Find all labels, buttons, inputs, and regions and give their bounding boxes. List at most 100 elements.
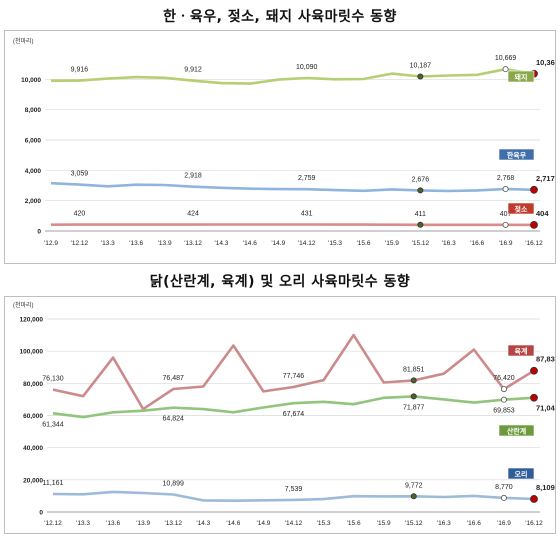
data-label: 10,899 <box>163 480 185 487</box>
data-label: 411 <box>415 211 426 218</box>
data-label: 10,187 <box>410 62 432 69</box>
x-tick-label: '14.6 <box>243 240 257 247</box>
x-tick-label: '16.6 <box>470 240 484 247</box>
data-label: 71,877 <box>403 404 425 411</box>
x-tick-label: '16.9 <box>499 240 513 247</box>
series-tag-label: 오리 <box>515 469 528 478</box>
data-label: 67,674 <box>283 411 305 418</box>
data-point-marker <box>417 187 424 194</box>
data-label: 2,918 <box>184 173 202 180</box>
chart1-svg: (천마리) 0 2,000 4,000 6,000 8,000 10,000 '12.9 '12… <box>13 37 559 247</box>
x-tick-label: '13.3 <box>101 240 115 247</box>
data-point-marker <box>500 494 507 501</box>
x-tick-label: '14.9 <box>256 520 270 527</box>
chart1-title: 한ㆍ육우, 젖소, 돼지 사육마릿수 동향 <box>163 9 397 25</box>
series-tag-label: 한육우 <box>507 150 527 159</box>
data-label: 10,367 <box>536 58 555 67</box>
x-tick-label: '15.6 <box>357 240 371 247</box>
x-tick-label: '13.12 <box>184 240 202 247</box>
series-tag-label: 산란계 <box>507 426 526 435</box>
chart1-frame: (천마리) 0 2,000 4,000 6,000 8,000 10,000 '12.9 '12… <box>4 30 559 264</box>
series-tag-box <box>498 148 535 161</box>
x-tick-label: '13.6 <box>106 520 120 527</box>
data-point-marker <box>530 366 538 375</box>
data-point-marker <box>410 493 417 500</box>
data-point-marker <box>500 386 507 393</box>
x-tick-label: '16.6 <box>467 520 481 527</box>
x-tick-label: '14.9 <box>271 240 285 247</box>
data-label: 2,676 <box>412 176 430 183</box>
x-tick-label: '13.3 <box>76 520 90 527</box>
series-tag-box <box>507 70 535 83</box>
x-tick-label: '13.9 <box>158 240 172 247</box>
data-point-marker <box>417 221 424 228</box>
x-tick-label: '16.3 <box>437 520 451 527</box>
y-unit-label: (천마리) <box>13 37 34 45</box>
data-label: 2,717 <box>536 174 555 183</box>
series-tag-label: 젖소 <box>515 204 528 213</box>
x-tick-label: '14.12 <box>285 520 303 527</box>
series-line-1 <box>50 181 535 193</box>
data-label: 407 <box>500 211 512 218</box>
x-tick-label: '14.3 <box>196 520 210 527</box>
data-point-marker <box>530 220 538 229</box>
chart2-title: 닭(산란계, 육계) 및 오리 사육마릿수 동향 <box>149 274 411 290</box>
data-label: 10,090 <box>296 64 318 71</box>
data-label: 8,109 <box>536 483 555 492</box>
y-unit-label: (천마리) <box>13 301 34 309</box>
x-tick-label: '14.6 <box>226 520 240 527</box>
series-tag-label: 돼지 <box>515 72 528 81</box>
data-point-marker <box>502 66 509 73</box>
y-tick-label: 0 <box>39 510 43 517</box>
x-tick-label: '14.12 <box>298 240 316 247</box>
y-tick-label: 20,000 <box>23 477 43 484</box>
x-tick-label: '15.3 <box>328 240 342 247</box>
series-line-0 <box>50 67 535 85</box>
x-tick-label: '13.6 <box>129 240 143 247</box>
data-label: 77,746 <box>283 373 305 380</box>
x-tick-label: '15.12 <box>412 240 430 247</box>
data-label: 69,853 <box>493 408 515 415</box>
y-tick-label: 10,000 <box>21 77 41 84</box>
y-tick-label: 60,000 <box>23 413 43 420</box>
x-tick-label: '15.6 <box>347 520 361 527</box>
data-label: 431 <box>301 210 313 217</box>
data-point-marker <box>410 393 417 400</box>
data-point-marker <box>530 185 538 194</box>
x-tick-label: '16.12 <box>525 240 543 247</box>
x-tick-label: '16.12 <box>525 520 543 527</box>
chart2-frame: (천마리) 0 20,000 40,000 60,000 80,000 100,000 120… <box>4 296 559 534</box>
data-label: 76,487 <box>163 375 185 382</box>
y-tick-label: 8,000 <box>25 107 42 114</box>
data-label: 9,772 <box>405 482 423 489</box>
y-tick-label: 6,000 <box>25 138 42 145</box>
data-label: 404 <box>536 209 549 218</box>
data-label: 3,059 <box>71 171 89 178</box>
data-label: 61,344 <box>42 421 64 428</box>
data-label: 420 <box>74 211 86 218</box>
data-label: 424 <box>187 211 199 218</box>
y-tick-label: 80,000 <box>23 381 43 388</box>
y-tick-label: 120,000 <box>20 317 44 324</box>
data-label: 71,043 <box>536 404 555 413</box>
y-tick-label: 4,000 <box>25 168 42 175</box>
data-point-marker <box>500 396 507 403</box>
x-tick-label: '12.9 <box>44 240 58 247</box>
x-tick-label: '16.3 <box>442 240 456 247</box>
x-tick-label: '13.9 <box>136 520 150 527</box>
series-tag-box <box>507 344 535 357</box>
series-line-1 <box>52 395 535 419</box>
data-label: 11,161 <box>43 480 64 487</box>
x-tick-label: '13.12 <box>164 520 182 527</box>
x-tick-label: '15.9 <box>385 240 399 247</box>
data-label: 76,420 <box>493 375 515 382</box>
x-tick-label: '16.9 <box>497 520 511 527</box>
x-tick-label: '14.3 <box>215 240 229 247</box>
data-label: 8,770 <box>495 484 513 491</box>
series-line-0 <box>52 333 535 411</box>
data-point-marker <box>530 393 538 402</box>
data-label: 7,539 <box>285 486 303 493</box>
series-tag-box <box>498 424 535 437</box>
data-label: 9,912 <box>184 67 202 74</box>
series-line-2 <box>52 490 535 502</box>
